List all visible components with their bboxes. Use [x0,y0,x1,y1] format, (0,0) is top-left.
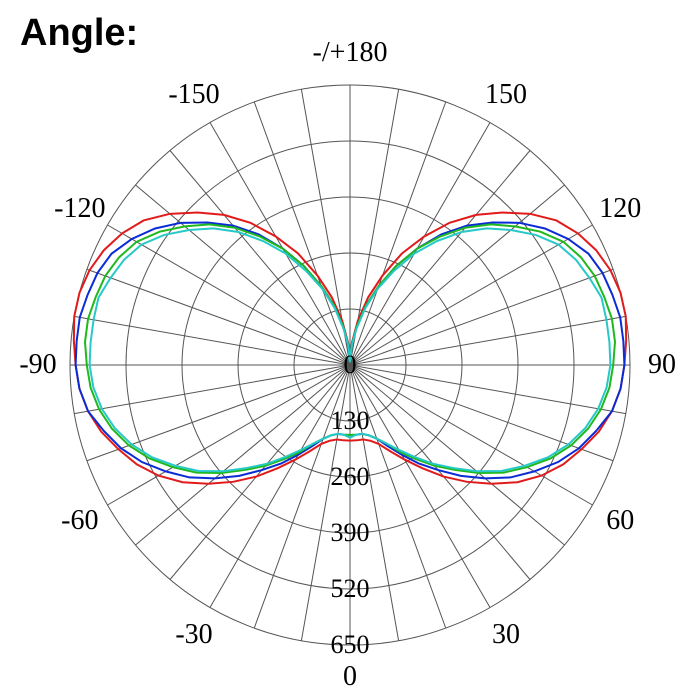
angle-label: -/+180 [313,37,388,69]
radial-label: 520 [331,574,370,604]
radial-label: 130 [331,406,370,436]
polar-spoke [350,365,564,545]
polar-spoke [136,365,350,545]
angle-label: 120 [599,193,641,225]
angle-label: 60 [606,505,634,537]
angle-label: -60 [61,505,98,537]
polar-spoke [170,151,350,365]
angle-label: 0 [343,661,357,693]
angle-label: 150 [485,79,527,111]
polar-spoke [350,151,530,365]
radial-label: 390 [331,518,370,548]
angle-label: -30 [175,619,212,651]
angle-label: 30 [492,619,520,651]
radial-label: 260 [331,462,370,492]
radial-label: 650 [331,630,370,660]
angle-label: 90 [648,349,676,381]
radial-label: 0 [344,350,357,380]
angle-label: -120 [54,193,105,225]
angle-label: -150 [168,79,219,111]
angle-label: -90 [19,349,56,381]
